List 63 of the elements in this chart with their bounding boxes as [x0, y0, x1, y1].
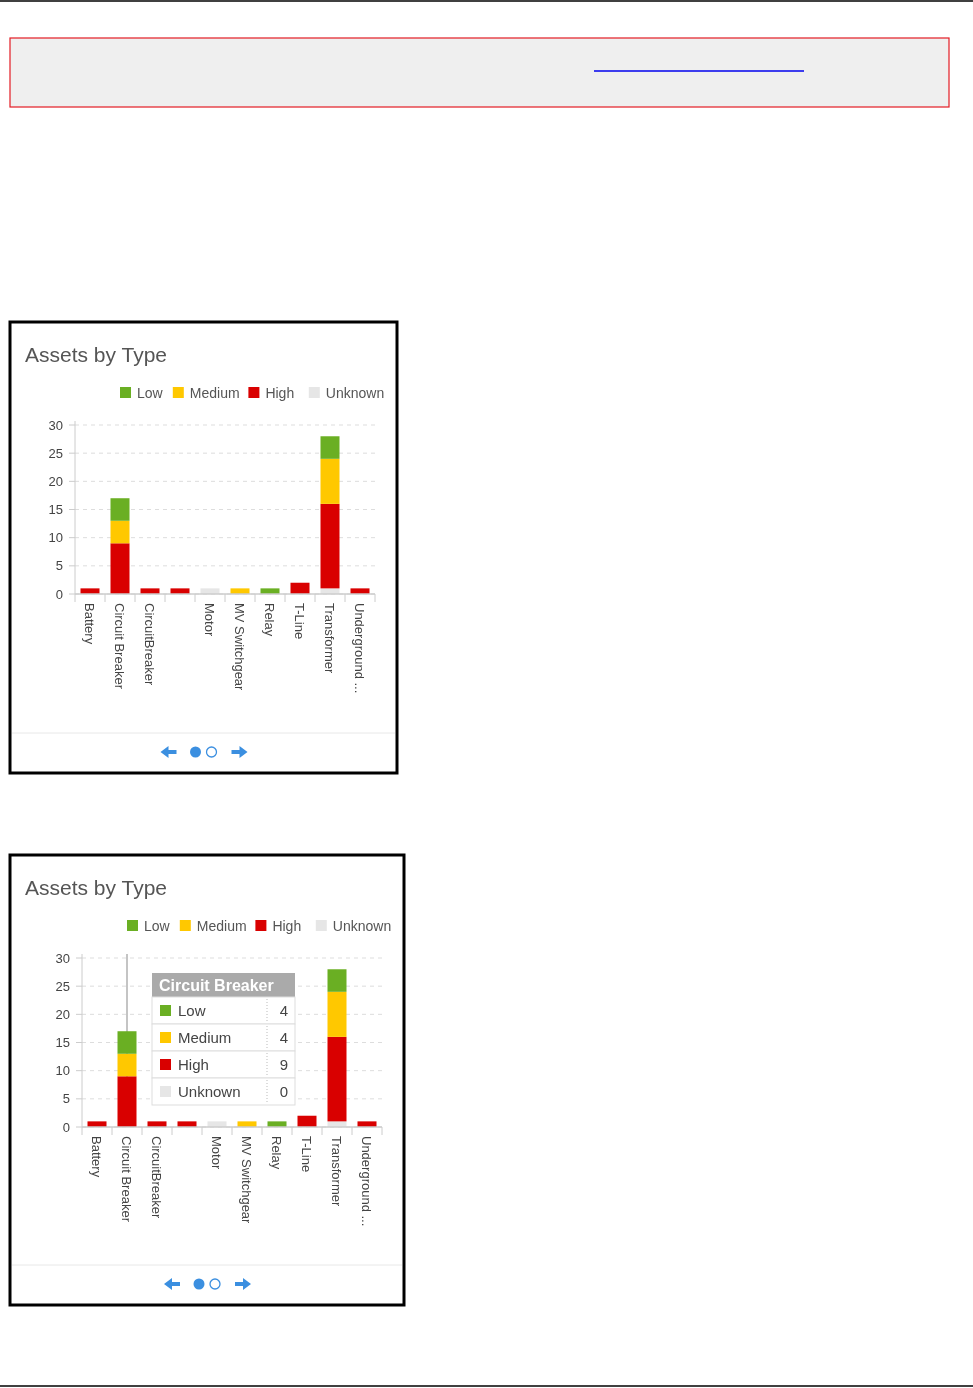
y-tick-label: 15: [55, 1035, 70, 1051]
bar: [110, 543, 130, 594]
legend-label: Unknown: [332, 918, 392, 934]
y-tick-label: 10: [48, 530, 63, 546]
y-tick-label: 15: [48, 502, 63, 518]
y-tick-label: 5: [62, 1091, 70, 1107]
x-tick-label: Relay: [262, 603, 278, 637]
y-tick-label: 0: [62, 1119, 70, 1135]
annotation: 4: [279, 1029, 288, 1046]
annotation: 4: [279, 1002, 288, 1019]
x-tick-label: Relay: [269, 1136, 285, 1170]
x-tick-label: MV Switchgear: [239, 1136, 255, 1225]
bar: [327, 991, 347, 1037]
bar: [320, 503, 340, 589]
x-tick-label: Circuit Breaker: [119, 1136, 135, 1223]
x-tick-label: Circuit Breaker: [112, 603, 128, 690]
x-tick-label: Battery: [89, 1136, 105, 1178]
x-tick-label: Transformer: [329, 1136, 345, 1207]
y-tick-label: 10: [55, 1063, 70, 1079]
annotation: Low: [178, 1002, 206, 1019]
legend-label: Medium: [189, 385, 240, 401]
bar: [327, 969, 347, 992]
x-tick-label: T-Line: [292, 603, 308, 640]
x-tick-label: Underground ...: [352, 603, 368, 694]
y-tick-label: 25: [48, 445, 63, 461]
x-tick-label: Motor: [209, 1136, 225, 1170]
legend-label: Medium: [196, 918, 247, 934]
legend-label: High: [272, 918, 302, 934]
x-tick-label: Motor: [202, 603, 218, 637]
bar: [110, 520, 130, 544]
x-tick-label: Battery: [82, 603, 98, 645]
y-tick-label: 20: [48, 473, 63, 489]
legend-label: High: [265, 385, 295, 401]
annotation: Circuit Breaker: [159, 977, 274, 994]
x-tick-label: CircuitBreaker: [142, 603, 158, 687]
x-tick-label: CircuitBreaker: [149, 1136, 165, 1220]
annotation: Unknown: [178, 1083, 241, 1100]
bar: [320, 436, 340, 459]
y-tick-label: 30: [48, 417, 63, 433]
bar: [110, 498, 130, 521]
y-tick-label: 5: [55, 558, 63, 574]
x-tick-label: Underground ...: [359, 1136, 375, 1227]
bar: [117, 1053, 137, 1077]
annotation: 0: [279, 1083, 288, 1100]
chart-title: Assets by Type: [25, 876, 168, 899]
x-tick-label: MV Switchgear: [232, 603, 248, 692]
annotation: High: [178, 1056, 209, 1073]
legend-label: Unknown: [325, 385, 385, 401]
y-tick-label: 0: [55, 586, 63, 602]
annotation: 9: [279, 1056, 288, 1073]
bar: [320, 458, 340, 504]
y-tick-label: 20: [55, 1006, 70, 1022]
legend-label: Low: [137, 385, 164, 401]
annotation: Medium: [178, 1029, 232, 1046]
bar: [117, 1031, 137, 1054]
bar: [117, 1076, 137, 1127]
x-tick-label: Transformer: [322, 603, 338, 674]
y-tick-label: 30: [55, 950, 70, 966]
chart-title: Assets by Type: [25, 343, 168, 366]
x-tick-label: T-Line: [299, 1136, 315, 1173]
legend-label: Low: [144, 918, 171, 934]
bar: [327, 1036, 347, 1122]
y-tick-label: 25: [55, 978, 70, 994]
